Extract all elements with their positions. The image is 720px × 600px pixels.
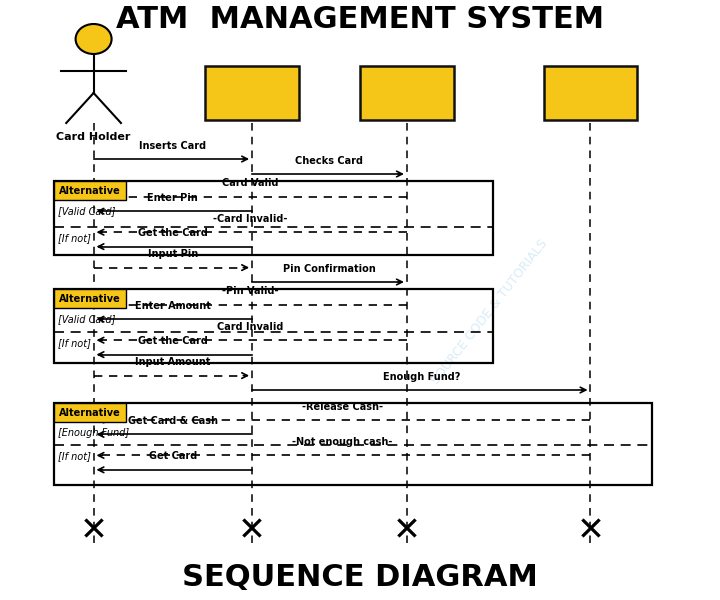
Text: ✕: ✕ bbox=[80, 514, 107, 547]
Text: ✕: ✕ bbox=[393, 514, 420, 547]
Text: -Card Invalid-: -Card Invalid- bbox=[213, 214, 287, 224]
Bar bbox=[205, 66, 299, 120]
Text: Checks Card: Checks Card bbox=[295, 155, 364, 166]
Bar bbox=[54, 289, 493, 363]
Text: ATM  MANAGEMENT SYSTEM: ATM MANAGEMENT SYSTEM bbox=[116, 5, 604, 34]
Text: ✕: ✕ bbox=[577, 514, 604, 547]
Text: -Pin Valid-: -Pin Valid- bbox=[222, 286, 279, 296]
Text: Get the Card: Get the Card bbox=[138, 336, 208, 346]
Text: Bank Account
Database: Bank Account Database bbox=[548, 82, 633, 104]
Text: Pin Confirmation: Pin Confirmation bbox=[283, 263, 376, 274]
Text: ✕: ✕ bbox=[238, 514, 266, 547]
Text: [If not]: [If not] bbox=[58, 338, 91, 347]
Text: [Enough Fund]: [Enough Fund] bbox=[58, 428, 130, 438]
Text: Card Holder: Card Holder bbox=[56, 132, 131, 142]
Text: Input Amount: Input Amount bbox=[135, 357, 210, 367]
Bar bbox=[360, 66, 454, 120]
Text: SOURCE CODE & TUTORIALS: SOURCE CODE & TUTORIALS bbox=[429, 237, 550, 387]
Text: Alternative: Alternative bbox=[59, 186, 121, 196]
Text: Enough Fund?: Enough Fund? bbox=[382, 371, 460, 382]
Bar bbox=[54, 181, 126, 200]
Text: Alternative: Alternative bbox=[59, 408, 121, 418]
Text: SEQUENCE DIAGRAM: SEQUENCE DIAGRAM bbox=[182, 563, 538, 592]
Text: [If not]: [If not] bbox=[58, 233, 91, 242]
Text: -Not enough cash-: -Not enough cash- bbox=[292, 437, 392, 447]
Circle shape bbox=[76, 24, 112, 54]
Text: Card Valid: Card Valid bbox=[222, 178, 279, 188]
Text: Get Card: Get Card bbox=[148, 451, 197, 461]
Text: Enter Pin: Enter Pin bbox=[148, 193, 198, 203]
Text: [If not]: [If not] bbox=[58, 451, 91, 461]
Text: Get the Card: Get the Card bbox=[138, 228, 208, 238]
Text: Card Invalid: Card Invalid bbox=[217, 322, 284, 332]
Bar bbox=[54, 289, 126, 308]
Bar bbox=[544, 66, 637, 120]
Bar bbox=[54, 403, 652, 485]
Text: ATM Machine: ATM Machine bbox=[211, 88, 293, 98]
Text: Alternative: Alternative bbox=[59, 294, 121, 304]
Text: Enter Amount: Enter Amount bbox=[135, 301, 211, 311]
Text: [Valid Card]: [Valid Card] bbox=[58, 314, 116, 324]
Text: [Valid Card]: [Valid Card] bbox=[58, 206, 116, 216]
Bar bbox=[54, 181, 493, 255]
Text: Input Pin: Input Pin bbox=[148, 249, 198, 259]
Bar bbox=[54, 403, 126, 422]
Text: System Server: System Server bbox=[361, 88, 452, 98]
Text: Get Card & Cash: Get Card & Cash bbox=[128, 416, 217, 426]
Text: -Release Cash-: -Release Cash- bbox=[302, 401, 382, 412]
Text: Inserts Card: Inserts Card bbox=[139, 140, 207, 151]
